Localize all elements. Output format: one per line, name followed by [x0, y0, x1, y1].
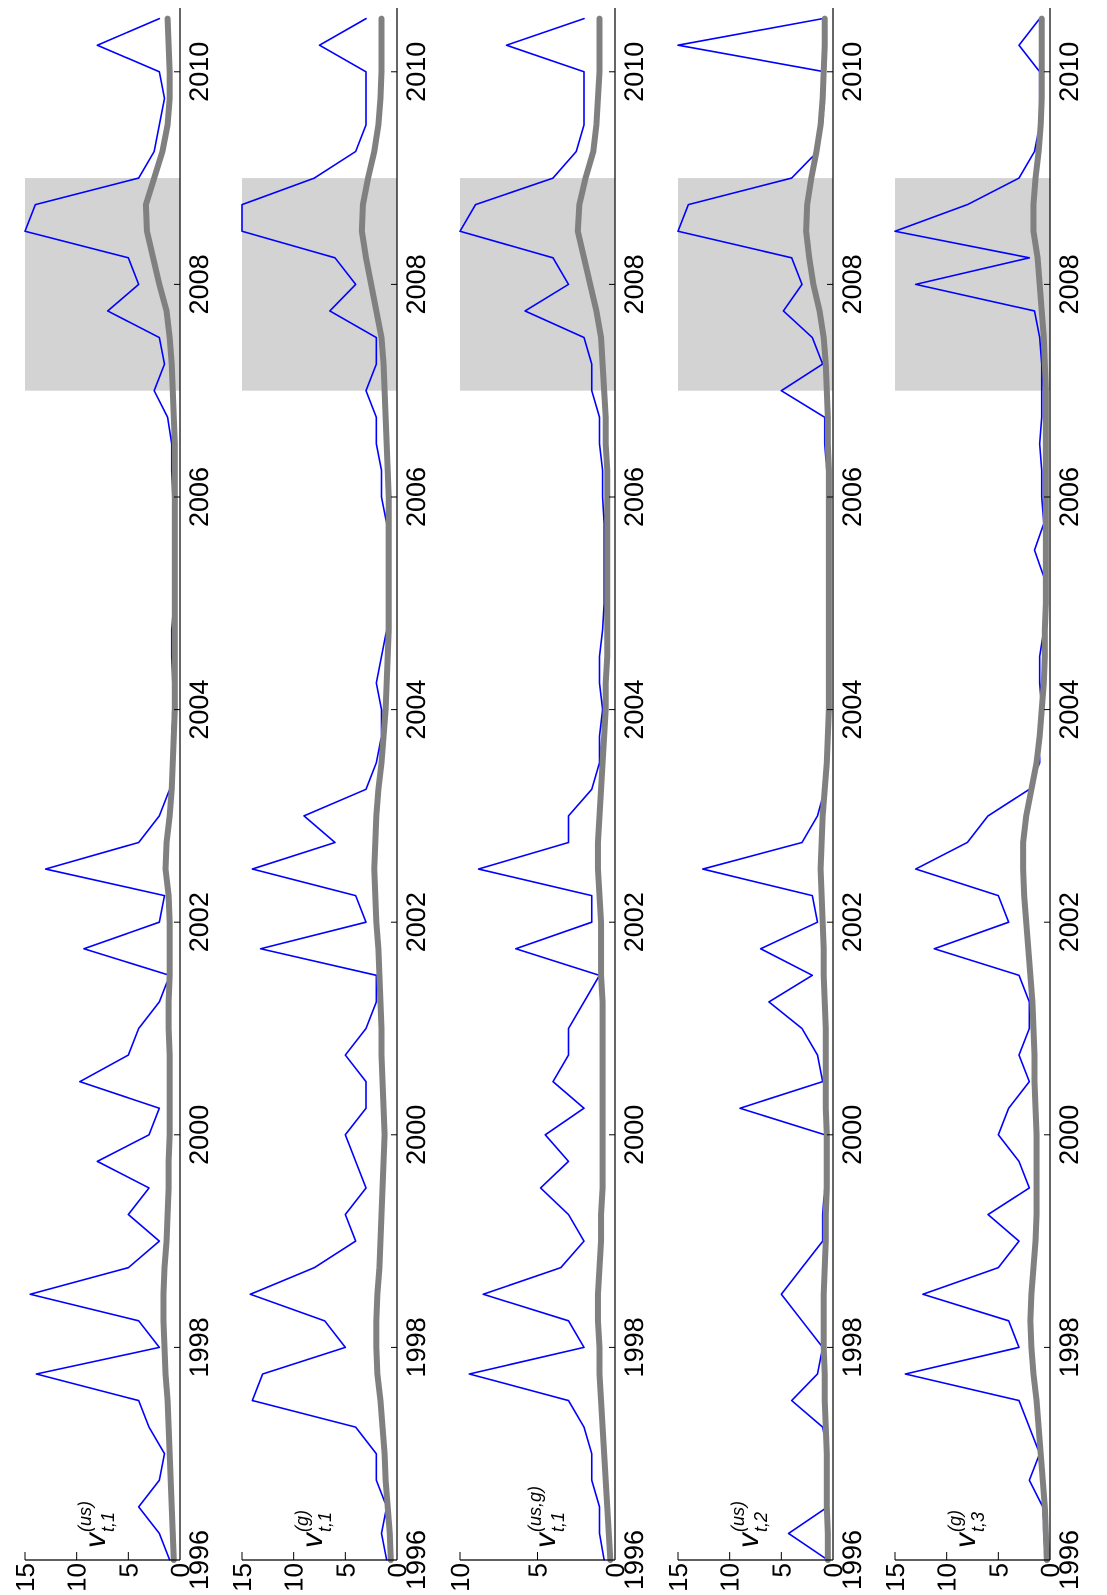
x-tick-label: 2002: [837, 892, 867, 952]
x-tick-label: 2002: [619, 892, 649, 952]
y-label-base: v: [79, 1531, 112, 1548]
x-tick-label: 2008: [837, 254, 867, 314]
y-tick-label: 5: [766, 1563, 796, 1577]
shaded-period: [895, 178, 1050, 391]
x-tick-label: 1998: [837, 1317, 867, 1377]
y-tick-label: 10: [715, 1563, 745, 1590]
x-tick-label: 2000: [401, 1105, 431, 1165]
x-tick-label: 2008: [619, 254, 649, 314]
smooth-line: [142, 15, 178, 1563]
y-label-base: v: [949, 1531, 982, 1548]
y-tick-label: 0: [818, 1563, 848, 1577]
x-tick-label: 2008: [1054, 254, 1084, 314]
y-label-sub: t,1: [315, 1512, 335, 1532]
y-label-sub: t,1: [98, 1512, 118, 1532]
y-tick-label: 5: [983, 1563, 1013, 1577]
x-tick-label: 2010: [401, 42, 431, 102]
y-label-sub: t,3: [968, 1512, 988, 1532]
x-tick-label: 1996: [401, 1530, 431, 1590]
x-tick-label: 1996: [184, 1530, 214, 1590]
y-label-sub: t,2: [751, 1512, 771, 1532]
y-label-sup: (us): [75, 1501, 95, 1532]
y-tick-label: 5: [113, 1563, 143, 1577]
x-tick-label: 2006: [184, 467, 214, 527]
smooth-line: [358, 15, 394, 1563]
x-tick-label: 2000: [837, 1105, 867, 1165]
y-tick-label: 5: [523, 1563, 553, 1577]
y-tick-label: 0: [382, 1563, 412, 1577]
x-tick-label: 1996: [619, 1530, 649, 1590]
x-tick-label: 2008: [401, 254, 431, 314]
x-tick-label: 2006: [1054, 467, 1084, 527]
y-tick-label: 10: [62, 1563, 92, 1590]
x-tick-label: 1996: [1054, 1530, 1084, 1590]
smooth-line: [803, 15, 832, 1563]
y-label-sub: t,1: [548, 1512, 568, 1532]
x-tick-label: 1998: [619, 1317, 649, 1377]
y-tick-label: 10: [445, 1563, 475, 1590]
x-tick-label: 2010: [184, 42, 214, 102]
y-tick-label: 0: [165, 1563, 195, 1577]
x-tick-label: 2010: [1054, 42, 1084, 102]
shaded-period: [242, 178, 397, 391]
x-tick-label: 2002: [401, 892, 431, 952]
y-tick-label: 15: [10, 1563, 40, 1590]
y-tick-label: 10: [932, 1563, 962, 1590]
x-tick-label: 2006: [619, 467, 649, 527]
x-tick-label: 1998: [401, 1317, 431, 1377]
x-tick-label: 2008: [184, 254, 214, 314]
x-tick-label: 2006: [401, 467, 431, 527]
y-label-sup: (us,g): [525, 1486, 545, 1532]
x-tick-label: 2000: [184, 1105, 214, 1165]
x-tick-label: 2002: [1054, 892, 1084, 952]
y-tick-label: 0: [600, 1563, 630, 1577]
shaded-period: [678, 178, 833, 391]
x-tick-label: 2004: [1054, 680, 1084, 740]
y-label-sup: (g): [292, 1510, 312, 1532]
x-tick-label: 2004: [184, 680, 214, 740]
x-tick-label: 2000: [619, 1105, 649, 1165]
y-tick-label: 10: [279, 1563, 309, 1590]
data-line: [459, 17, 605, 1561]
x-tick-label: 2002: [184, 892, 214, 952]
y-tick-label: 5: [330, 1563, 360, 1577]
x-tick-label: 2000: [1054, 1105, 1084, 1165]
x-tick-label: 1998: [1054, 1317, 1084, 1377]
x-tick-label: 2010: [619, 42, 649, 102]
y-label-base: v: [529, 1531, 562, 1548]
x-tick-label: 2004: [401, 680, 431, 740]
y-tick-label: 15: [663, 1563, 693, 1590]
x-tick-label: 2004: [619, 680, 649, 740]
y-label-base: v: [296, 1531, 329, 1548]
y-label-sup: (g): [945, 1510, 965, 1532]
x-tick-label: 2010: [837, 42, 867, 102]
data-line: [241, 17, 388, 1561]
x-tick-label: 1996: [837, 1530, 867, 1590]
y-label-base: v: [732, 1531, 765, 1548]
smooth-line: [574, 15, 614, 1563]
y-tick-label: 0: [1035, 1563, 1065, 1577]
x-tick-label: 2006: [837, 467, 867, 527]
smooth-line: [1020, 15, 1050, 1563]
y-tick-label: 15: [880, 1563, 910, 1590]
y-label-sup: (us): [728, 1501, 748, 1532]
shaded-period: [25, 178, 180, 391]
x-tick-label: 1998: [184, 1317, 214, 1377]
x-tick-label: 2004: [837, 680, 867, 740]
y-tick-label: 15: [227, 1563, 257, 1590]
